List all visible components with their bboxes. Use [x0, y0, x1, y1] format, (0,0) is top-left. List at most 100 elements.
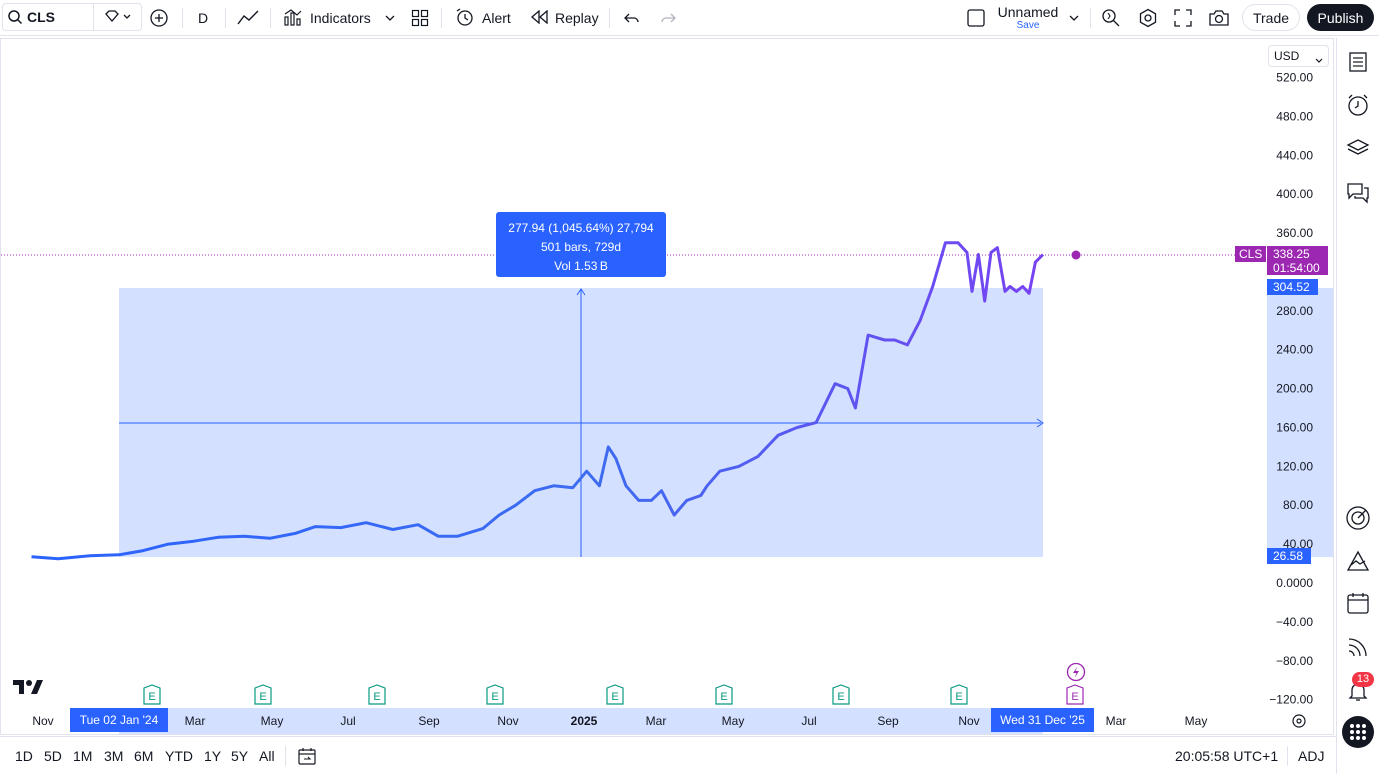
alert-label: Alert: [482, 10, 511, 26]
price-tick-label: −80.00: [1276, 654, 1313, 668]
range-6m[interactable]: 6M: [134, 748, 154, 764]
camera-icon[interactable]: [1208, 0, 1230, 36]
time-tick-label: Jul: [801, 714, 816, 728]
quick-search-icon[interactable]: [1101, 0, 1121, 36]
price-tick-label: 400.00: [1276, 187, 1313, 201]
earnings-marker[interactable]: E: [606, 684, 624, 705]
currency-select[interactable]: USD: [1268, 45, 1329, 67]
earnings-marker-label: E: [837, 691, 844, 703]
earnings-marker-label: E: [611, 691, 618, 703]
interval-button[interactable]: D: [198, 10, 209, 26]
adj-toggle[interactable]: ADJ: [1298, 748, 1325, 764]
earnings-marker[interactable]: E: [832, 684, 850, 705]
time-axis: Nov Mar May Jul Sep Nov 2025 Mar May Jul Sep Nov Mar…: [32, 714, 1207, 728]
last-price-tag: 338.25 01:54:00: [1267, 246, 1328, 275]
indicators-icon: [283, 7, 303, 30]
calendar-icon[interactable]: [1345, 590, 1371, 616]
chats-icon[interactable]: [1345, 180, 1371, 206]
add-symbol-icon[interactable]: [149, 0, 169, 36]
layout-save-label: Save: [1016, 20, 1040, 31]
price-tick-label: 440.00: [1276, 148, 1313, 162]
earnings-marker[interactable]: E: [715, 684, 733, 705]
time-tick-label: May: [722, 714, 745, 728]
goto-date-icon[interactable]: [297, 737, 317, 775]
clock-timezone[interactable]: 20:05:58 UTC+1: [1175, 748, 1279, 764]
templates-grid-icon[interactable]: [411, 0, 429, 36]
range-ytd[interactable]: YTD: [165, 748, 193, 764]
price-tick-label: 280.00: [1276, 304, 1313, 318]
range-start-tag: Tue 02 Jan '24: [70, 708, 168, 732]
object-tree-layers-icon[interactable]: [1345, 136, 1371, 162]
undo-icon[interactable]: [624, 0, 640, 36]
range-5y[interactable]: 5Y: [231, 748, 249, 764]
chart-type-line-icon[interactable]: [236, 0, 260, 36]
time-tick-label: 2025: [571, 714, 598, 728]
chevron-down-icon[interactable]: [385, 0, 395, 36]
alerts-clock-icon[interactable]: [1345, 92, 1371, 118]
indicators-label: Indicators: [310, 10, 371, 26]
alert-button[interactable]: Alert: [455, 0, 511, 36]
price-line-series: [31, 241, 1045, 561]
search-icon: [7, 9, 23, 30]
layout-name: Unnamed: [997, 4, 1059, 20]
range-1y[interactable]: 1Y: [204, 748, 222, 764]
target-icon[interactable]: [1345, 505, 1371, 531]
price-tick-label: −120.00: [1269, 693, 1313, 707]
publish-button[interactable]: Publish: [1307, 4, 1374, 31]
chart-pane[interactable]: 520.00 480.00 440.00 400.00 360.00 280.00 240.…: [0, 38, 1334, 735]
settings-gear-icon[interactable]: [1138, 0, 1158, 36]
chevron-down-icon[interactable]: [1069, 0, 1079, 36]
range-3m[interactable]: 3M: [104, 748, 124, 764]
earnings-marker[interactable]: E: [1066, 684, 1084, 705]
time-axis-range-band: [119, 708, 1043, 734]
time-tick-label: Sep: [877, 714, 899, 728]
symbol-tag: CLS: [1235, 246, 1267, 262]
earnings-marker[interactable]: E: [254, 684, 272, 705]
layout-square-icon[interactable]: [966, 0, 986, 36]
time-tick-label: Mar: [646, 714, 667, 728]
ideas-mountain-icon[interactable]: [1345, 548, 1371, 574]
price-chart[interactable]: 520.00 480.00 440.00 400.00 360.00 280.00 240.…: [1, 39, 1333, 734]
diamond-icon[interactable]: [103, 9, 133, 30]
time-tick-label: Nov: [958, 714, 979, 728]
watchlist-icon[interactable]: [1345, 49, 1371, 75]
apps-grid-icon[interactable]: [1342, 716, 1374, 748]
range-all[interactable]: All: [259, 748, 275, 764]
indicators-button[interactable]: Indicators: [283, 0, 371, 36]
earnings-marker-label: E: [148, 691, 155, 703]
bottom-toolbar: 1D 5D 1M 3M 6M YTD 1Y 5Y All 20:05:58 UT…: [0, 736, 1336, 774]
range-1d[interactable]: 1D: [15, 748, 33, 764]
earnings-marker[interactable]: E: [950, 684, 968, 705]
range-low-tag: 26.58: [1267, 548, 1311, 564]
price-tick-label: 480.00: [1276, 109, 1313, 123]
news-feed-icon[interactable]: [1345, 634, 1371, 660]
trade-button[interactable]: Trade: [1242, 4, 1300, 31]
measure-tooltip: 277.94 (1,045.64%) 27,794 501 bars, 729d…: [496, 212, 666, 277]
replay-label: Replay: [555, 10, 599, 26]
axis-settings-icon[interactable]: [1291, 713, 1307, 734]
earnings-marker[interactable]: E: [143, 684, 161, 705]
earnings-marker[interactable]: E: [486, 684, 504, 705]
time-tick-label: Mar: [1106, 714, 1127, 728]
price-tick-label: 40.00: [1283, 537, 1313, 551]
time-tick-label: Mar: [185, 714, 206, 728]
price-tick-label: 0.0000: [1276, 576, 1313, 590]
replay-button[interactable]: Replay: [531, 0, 599, 36]
fullscreen-icon[interactable]: [1174, 0, 1192, 36]
redo-icon[interactable]: [660, 0, 676, 36]
layout-name-button[interactable]: Unnamed Save: [997, 4, 1059, 32]
measure-price-change: 277.94 (1,045.64%) 27,794: [508, 221, 654, 235]
dividend-lightning-icon[interactable]: [1066, 662, 1086, 682]
tradingview-logo-icon[interactable]: [12, 678, 44, 701]
range-5d[interactable]: 5D: [44, 748, 62, 764]
time-tick-label: Nov: [497, 714, 518, 728]
earnings-marker-label: E: [955, 691, 962, 703]
range-1m[interactable]: 1M: [73, 748, 93, 764]
measure-bars-span: 501 bars, 729d: [540, 240, 622, 254]
symbol-search[interactable]: CLS: [2, 3, 142, 31]
earnings-marker[interactable]: E: [368, 684, 386, 705]
chevron-down-icon: [1315, 53, 1323, 67]
symbol-input[interactable]: CLS: [27, 9, 55, 25]
notifications-count-badge: 13: [1352, 672, 1374, 687]
